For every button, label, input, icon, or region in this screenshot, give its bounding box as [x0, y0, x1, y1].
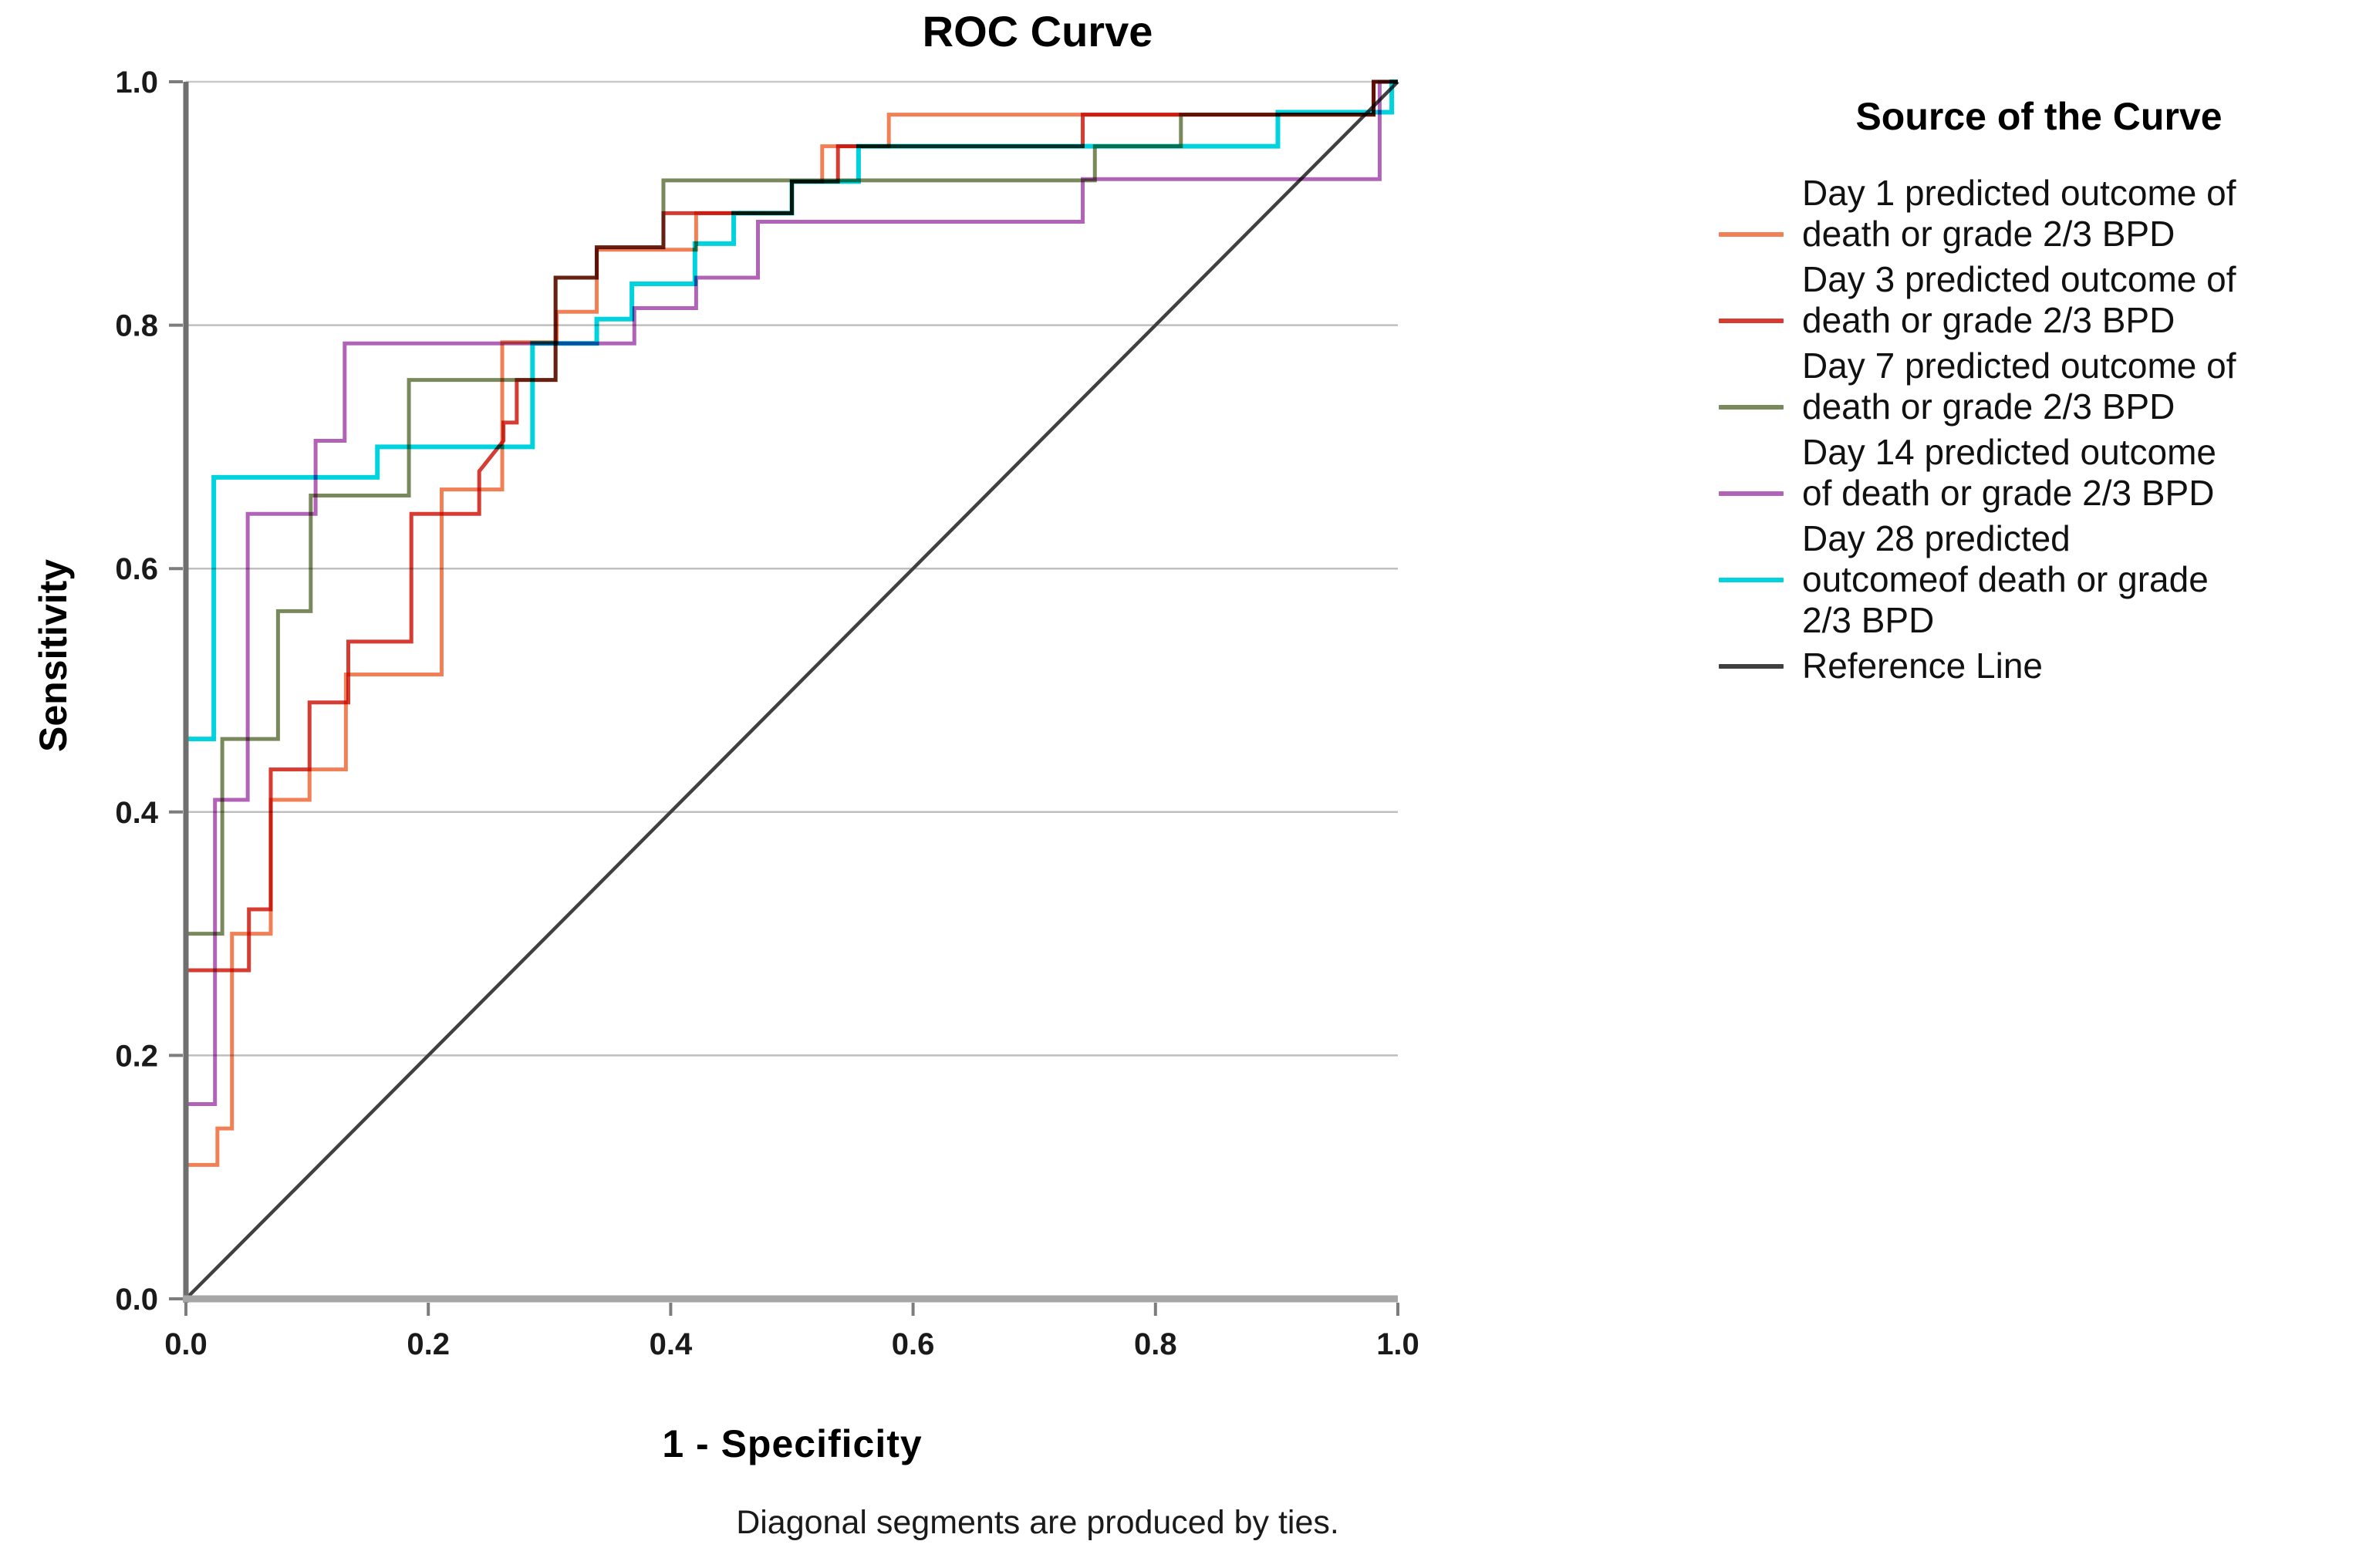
legend-entry-day1: Day 1 predicted outcome of death or grade…	[1719, 173, 2359, 255]
legend-entry-label-day28: Day 28 predicted outcomeof death or grade…	[1802, 518, 2209, 641]
legend-entry-day3: Day 3 predicted outcome of death or grade…	[1719, 259, 2359, 341]
legend-swatch-column	[1719, 518, 1784, 641]
legend-entry-label-day14: Day 14 predicted outcome of death or grad…	[1802, 432, 2216, 514]
legend-label-line: Day 7 predicted outcome of	[1802, 346, 2236, 386]
legend-label-line: 2/3 BPD	[1802, 600, 1935, 640]
y-tick-label-0.8: 0.8	[115, 309, 158, 343]
legend-label-line: death or grade 2/3 BPD	[1802, 386, 2175, 427]
legend-swatch-column	[1719, 646, 1784, 686]
legend-label-line: death or grade 2/3 BPD	[1802, 214, 2175, 254]
legend-color-swatch-icon	[1719, 578, 1784, 582]
roc-curve-day14	[184, 79, 1398, 1299]
y-tick-label-0.4: 0.4	[115, 796, 158, 830]
legend-color-swatch-icon	[1719, 491, 1784, 496]
y-tick-label-0.2: 0.2	[115, 1039, 158, 1073]
y-tick-label-0.0: 0.0	[115, 1283, 158, 1317]
roc-curve-day28	[184, 79, 1398, 1299]
legend-entry-day7: Day 7 predicted outcome of death or grade…	[1719, 346, 2359, 427]
legend-entry-label-day7: Day 7 predicted outcome of death or grade…	[1802, 346, 2236, 427]
x-tick-label-0.4: 0.4	[650, 1327, 693, 1361]
legend: Source of the Curve Day 1 predicted outc…	[1719, 94, 2359, 691]
legend-label-line: Day 28 predicted	[1802, 518, 2071, 558]
legend-entry-label-day3: Day 3 predicted outcome of death or grade…	[1802, 259, 2236, 341]
legend-label-line: Day 1 predicted outcome of	[1802, 173, 2236, 213]
x-tick-label-0.8: 0.8	[1134, 1327, 1177, 1361]
legend-swatch-column	[1719, 173, 1784, 255]
reference-line	[184, 80, 1399, 1300]
roc-curve-day3	[184, 79, 1398, 1299]
chart-title: ROC Curve	[922, 7, 1153, 56]
legend-label-line: Reference Line	[1802, 646, 2043, 686]
legend-entry-reference: Reference Line	[1719, 646, 2359, 686]
legend-color-swatch-icon	[1719, 405, 1784, 410]
legend-entry-label-day1: Day 1 predicted outcome of death or grade…	[1802, 173, 2236, 255]
roc-curve-day7	[184, 79, 1398, 1299]
legend-entries: Day 1 predicted outcome of death or grade…	[1719, 173, 2359, 686]
legend-entry-day28: Day 28 predicted outcomeof death or grade…	[1719, 518, 2359, 641]
y-tick-label-1.0: 1.0	[115, 66, 158, 99]
x-tick-label-1.0: 1.0	[1376, 1327, 1419, 1361]
legend-label-line: of death or grade 2/3 BPD	[1802, 473, 2215, 513]
chart-footnote: Diagonal segments are produced by ties.	[736, 1504, 1339, 1541]
x-tick-label-0.2: 0.2	[407, 1327, 450, 1361]
legend-label-line: outcomeof death or grade	[1802, 559, 2209, 599]
y-axis-label: Sensitivity	[32, 558, 75, 752]
legend-color-swatch-icon	[1719, 232, 1784, 237]
legend-title: Source of the Curve	[1855, 95, 2223, 138]
x-axis-label: 1 - Specificity	[662, 1422, 923, 1465]
legend-entry-label-reference: Reference Line	[1802, 646, 2043, 686]
legend-color-swatch-icon	[1719, 664, 1784, 669]
legend-swatch-column	[1719, 259, 1784, 341]
x-tick-label-0.0: 0.0	[164, 1327, 208, 1361]
legend-color-swatch-icon	[1719, 319, 1784, 323]
legend-swatch-column	[1719, 346, 1784, 427]
legend-swatch-column	[1719, 432, 1784, 514]
y-tick-label-0.6: 0.6	[115, 552, 158, 586]
x-tick-label-0.6: 0.6	[892, 1327, 935, 1361]
legend-label-line: death or grade 2/3 BPD	[1802, 300, 2175, 340]
legend-label-line: Day 3 predicted outcome of	[1802, 259, 2236, 299]
legend-entry-day14: Day 14 predicted outcome of death or grad…	[1719, 432, 2359, 514]
legend-label-line: Day 14 predicted outcome	[1802, 432, 2216, 472]
